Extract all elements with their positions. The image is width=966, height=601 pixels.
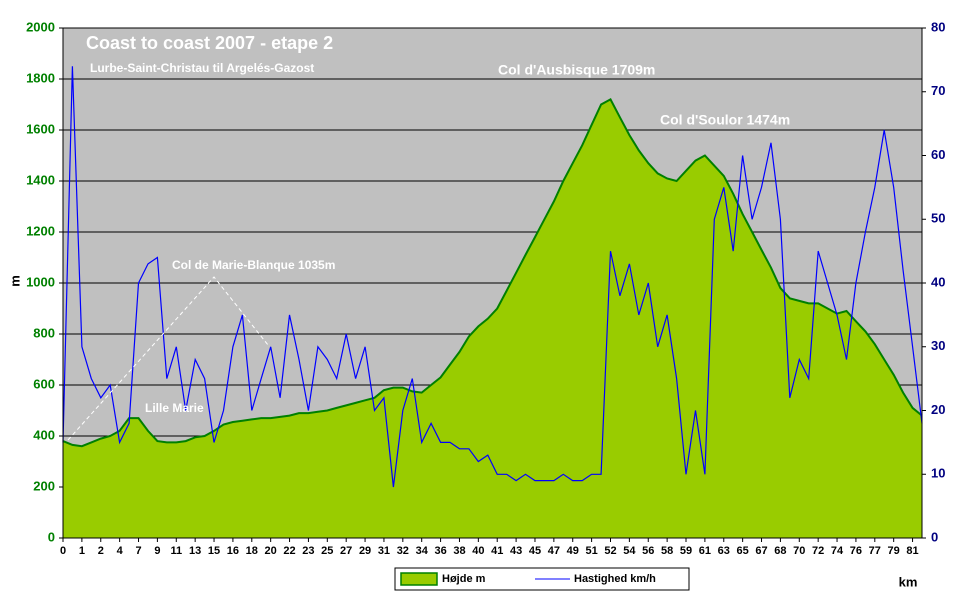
x-axis-label: km xyxy=(899,574,918,589)
annotation: Col de Marie-Blanque 1035m xyxy=(172,258,335,272)
y-tick-label: 2000 xyxy=(26,19,55,34)
y-tick-label: 600 xyxy=(33,376,55,391)
x-tick-label: 40 xyxy=(472,545,484,557)
y2-tick-label: 30 xyxy=(931,338,945,353)
y-tick-label: 1400 xyxy=(26,172,55,187)
x-tick-label: 65 xyxy=(737,545,749,557)
x-tick-label: 63 xyxy=(718,545,730,557)
elevation-area xyxy=(63,99,922,539)
x-tick-label: 1 xyxy=(79,545,85,557)
x-tick-label: 61 xyxy=(699,545,711,557)
x-tick-label: 13 xyxy=(189,545,201,557)
y2-tick-label: 70 xyxy=(931,83,945,98)
elevation-outline xyxy=(62,98,923,448)
legend-swatch xyxy=(400,572,438,586)
x-tick-label: 9 xyxy=(154,545,160,557)
y-tick-label: 1800 xyxy=(26,70,55,85)
x-tick-label: 45 xyxy=(529,545,541,557)
x-tick-label: 2 xyxy=(98,545,104,557)
speed-line xyxy=(62,66,923,488)
x-tick-label: 58 xyxy=(661,545,673,557)
legend-label: Hastighed km/h xyxy=(574,573,656,585)
x-tick-label: 76 xyxy=(850,545,862,557)
chart-subtitle: Lurbe-Saint-Christau til Argelés-Gazost xyxy=(90,61,314,75)
x-tick-label: 38 xyxy=(453,545,465,557)
x-tick-label: 59 xyxy=(680,545,692,557)
annotation: Lille Marie xyxy=(145,401,204,415)
y2-tick-label: 50 xyxy=(931,211,945,226)
y-tick-label: 1200 xyxy=(26,223,55,238)
x-tick-label: 20 xyxy=(265,545,277,557)
x-tick-label: 49 xyxy=(567,545,579,557)
x-tick-label: 31 xyxy=(378,545,390,557)
y-tick-label: 400 xyxy=(33,427,55,442)
x-tick-label: 23 xyxy=(302,545,314,557)
y-axis-label: m xyxy=(7,275,22,287)
x-tick-label: 32 xyxy=(397,545,409,557)
x-tick-label: 34 xyxy=(416,545,429,557)
legend-label: Højde m xyxy=(442,573,486,585)
x-tick-label: 81 xyxy=(906,545,918,557)
x-tick-label: 79 xyxy=(888,545,900,557)
y-tick-label: 0 xyxy=(48,529,55,544)
x-tick-label: 0 xyxy=(60,545,66,557)
x-tick-label: 29 xyxy=(359,545,371,557)
x-tick-label: 15 xyxy=(208,545,220,557)
x-tick-label: 7 xyxy=(135,545,141,557)
x-tick-label: 43 xyxy=(510,545,522,557)
x-tick-label: 11 xyxy=(170,545,182,557)
marks xyxy=(62,66,923,539)
x-tick-label: 67 xyxy=(755,545,767,557)
x-tick-label: 52 xyxy=(604,545,616,557)
x-tick-label: 47 xyxy=(548,545,560,557)
x-tick-label: 72 xyxy=(812,545,824,557)
annotation: Col d'Ausbisque 1709m xyxy=(498,62,655,78)
x-tick-label: 74 xyxy=(831,545,844,557)
x-tick-label: 70 xyxy=(793,545,805,557)
x-tick-label: 18 xyxy=(246,545,258,557)
y2-tick-label: 80 xyxy=(931,19,945,34)
y2-tick-label: 0 xyxy=(931,529,938,544)
annotation: Col d'Soulor 1474m xyxy=(660,112,790,128)
y-tick-label: 200 xyxy=(33,478,55,493)
y2-tick-label: 20 xyxy=(931,402,945,417)
x-tick-label: 41 xyxy=(491,545,503,557)
x-tick-label: 36 xyxy=(434,545,446,557)
x-tick-label: 56 xyxy=(642,545,654,557)
x-tick-label: 22 xyxy=(283,545,295,557)
y2-tick-label: 10 xyxy=(931,466,945,481)
chart-title: Coast to coast 2007 - etape 2 xyxy=(86,33,333,53)
x-tick-label: 54 xyxy=(623,545,636,557)
x-tick-label: 25 xyxy=(321,545,333,557)
y2-tick-label: 60 xyxy=(931,147,945,162)
y-tick-label: 800 xyxy=(33,325,55,340)
y-tick-label: 1000 xyxy=(26,274,55,289)
y-tick-label: 1600 xyxy=(26,121,55,136)
x-tick-label: 16 xyxy=(227,545,239,557)
y2-tick-label: 40 xyxy=(931,274,945,289)
x-tick-label: 4 xyxy=(117,545,124,557)
x-tick-label: 51 xyxy=(585,545,597,557)
marie-blanque-guide xyxy=(67,276,269,441)
x-tick-label: 27 xyxy=(340,545,352,557)
x-tick-label: 68 xyxy=(774,545,786,557)
x-tick-label: 77 xyxy=(869,545,881,557)
